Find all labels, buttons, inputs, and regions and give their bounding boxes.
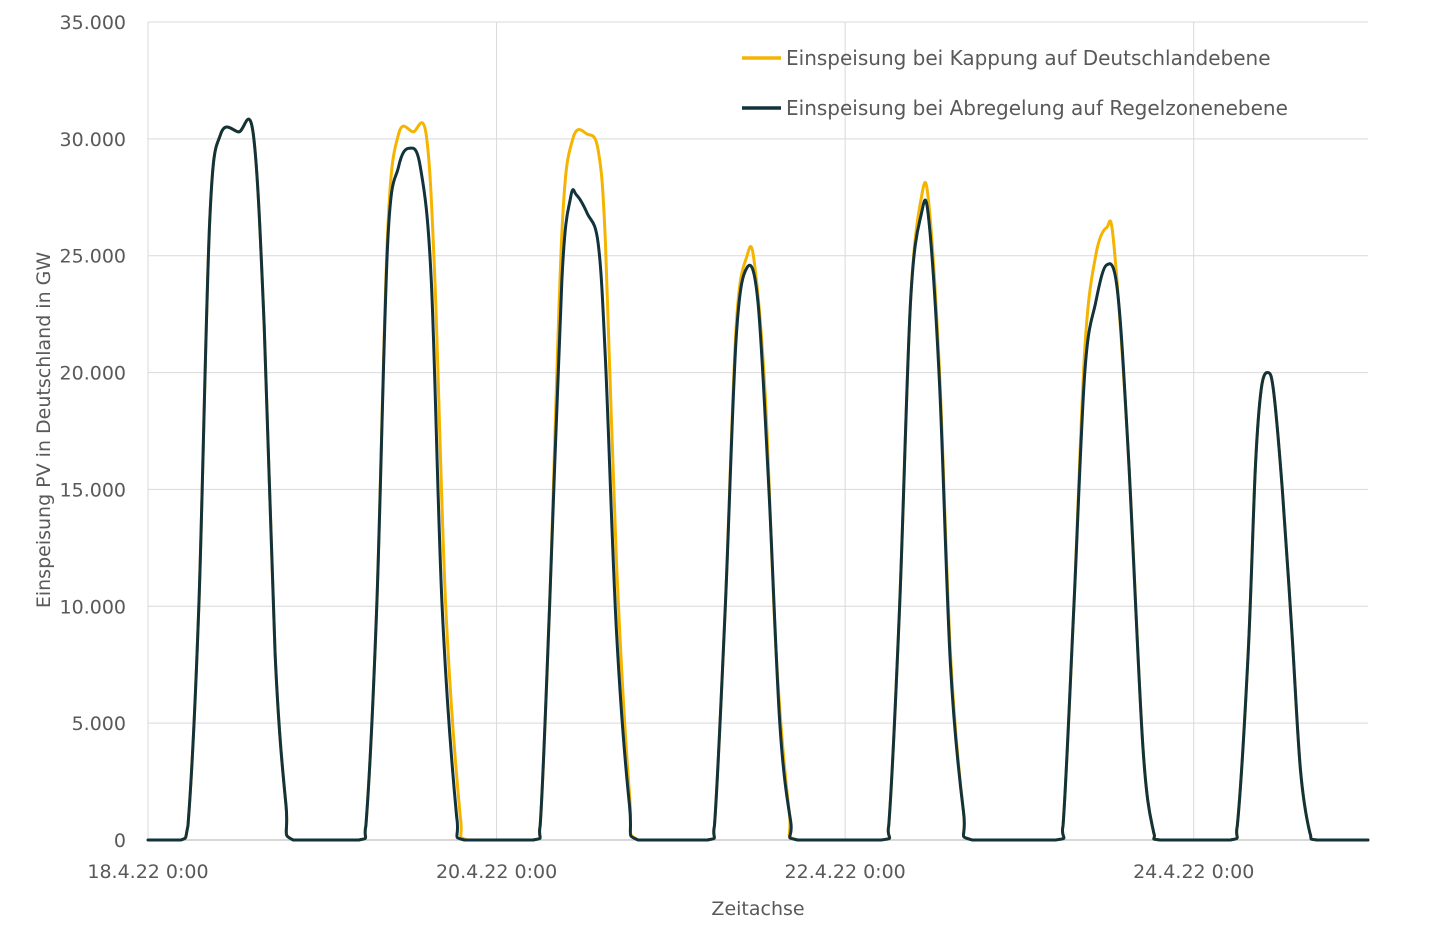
legend: Einspeisung bei Kappung auf Deutschlande…	[742, 46, 1288, 120]
x-axis-title: Zeitachse	[711, 898, 804, 920]
y-tick-label: 0	[114, 830, 126, 852]
series-line-kappung	[146, 117, 1370, 842]
y-tick-label: 25.000	[60, 246, 126, 268]
x-tick-label: 18.4.22 0:00	[87, 861, 208, 883]
y-tick-label: 5.000	[72, 713, 126, 735]
y-axis-title: Einspeisung PV in Deutschland in GW	[33, 252, 55, 609]
y-tick-labels: 0 5.000 10.000 15.000 20.000 25.000 30.000 35.0…	[60, 12, 126, 852]
legend-label-kappung: Einspeisung bei Kappung auf Deutschlande…	[786, 46, 1271, 70]
legend-label-abregelung: Einspeisung bei Abregelung auf Regelzone…	[786, 96, 1288, 120]
series-line-abregelung	[146, 117, 1370, 842]
x-tick-label: 24.4.22 0:00	[1133, 861, 1254, 883]
series-lines	[146, 117, 1370, 842]
y-tick-label: 15.000	[60, 479, 126, 501]
y-tick-label: 30.000	[60, 129, 126, 151]
y-tick-label: 20.000	[60, 363, 126, 385]
x-tick-label: 20.4.22 0:00	[436, 861, 557, 883]
horizontal-gridlines	[148, 21, 1368, 724]
x-tick-label: 22.4.22 0:00	[785, 861, 906, 883]
vertical-gridlines	[496, 22, 1195, 840]
x-tick-labels: 18.4.22 0:00 20.4.22 0:00 22.4.22 0:00 24.4…	[87, 861, 1254, 883]
y-tick-label: 10.000	[60, 596, 126, 618]
y-tick-label: 35.000	[60, 12, 126, 34]
